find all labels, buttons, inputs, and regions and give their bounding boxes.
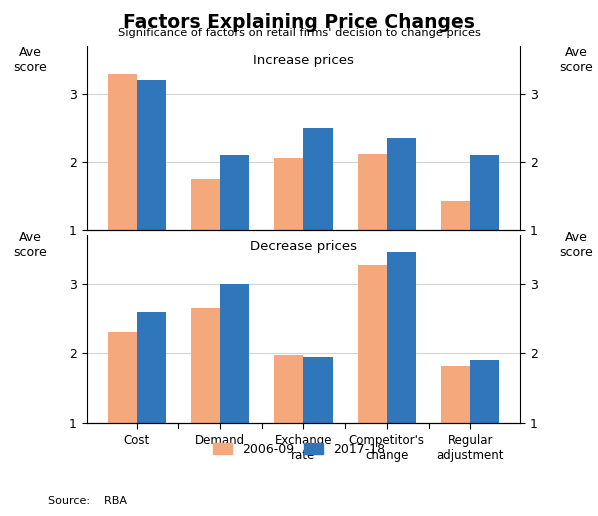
Text: Ave
score: Ave score: [14, 46, 47, 74]
Legend: 2006-09, 2017-18: 2006-09, 2017-18: [208, 438, 390, 461]
Bar: [441, 366, 470, 493]
Bar: [387, 138, 416, 297]
Bar: [358, 154, 387, 297]
Bar: [108, 74, 137, 297]
Bar: [191, 308, 220, 493]
Bar: [441, 201, 470, 297]
Bar: [274, 356, 304, 493]
Bar: [470, 155, 499, 297]
Text: Ave
score: Ave score: [560, 46, 593, 74]
Bar: [137, 312, 166, 493]
Text: Decrease prices: Decrease prices: [250, 240, 357, 253]
Bar: [220, 155, 249, 297]
Text: Ave
score: Ave score: [14, 231, 47, 259]
Bar: [470, 360, 499, 493]
Bar: [108, 332, 137, 493]
Text: Increase prices: Increase prices: [253, 54, 354, 67]
Bar: [304, 357, 332, 493]
Bar: [191, 179, 220, 297]
Bar: [274, 158, 304, 297]
Bar: [358, 265, 387, 493]
Bar: [137, 80, 166, 297]
Bar: [304, 128, 332, 297]
Text: Factors Explaining Price Changes: Factors Explaining Price Changes: [123, 13, 475, 32]
Text: Ave
score: Ave score: [560, 231, 593, 259]
Bar: [387, 252, 416, 493]
Text: Source:    RBA: Source: RBA: [48, 496, 127, 506]
Text: Significance of factors on retail firms' decision to change prices: Significance of factors on retail firms'…: [118, 28, 480, 38]
Bar: [220, 284, 249, 493]
